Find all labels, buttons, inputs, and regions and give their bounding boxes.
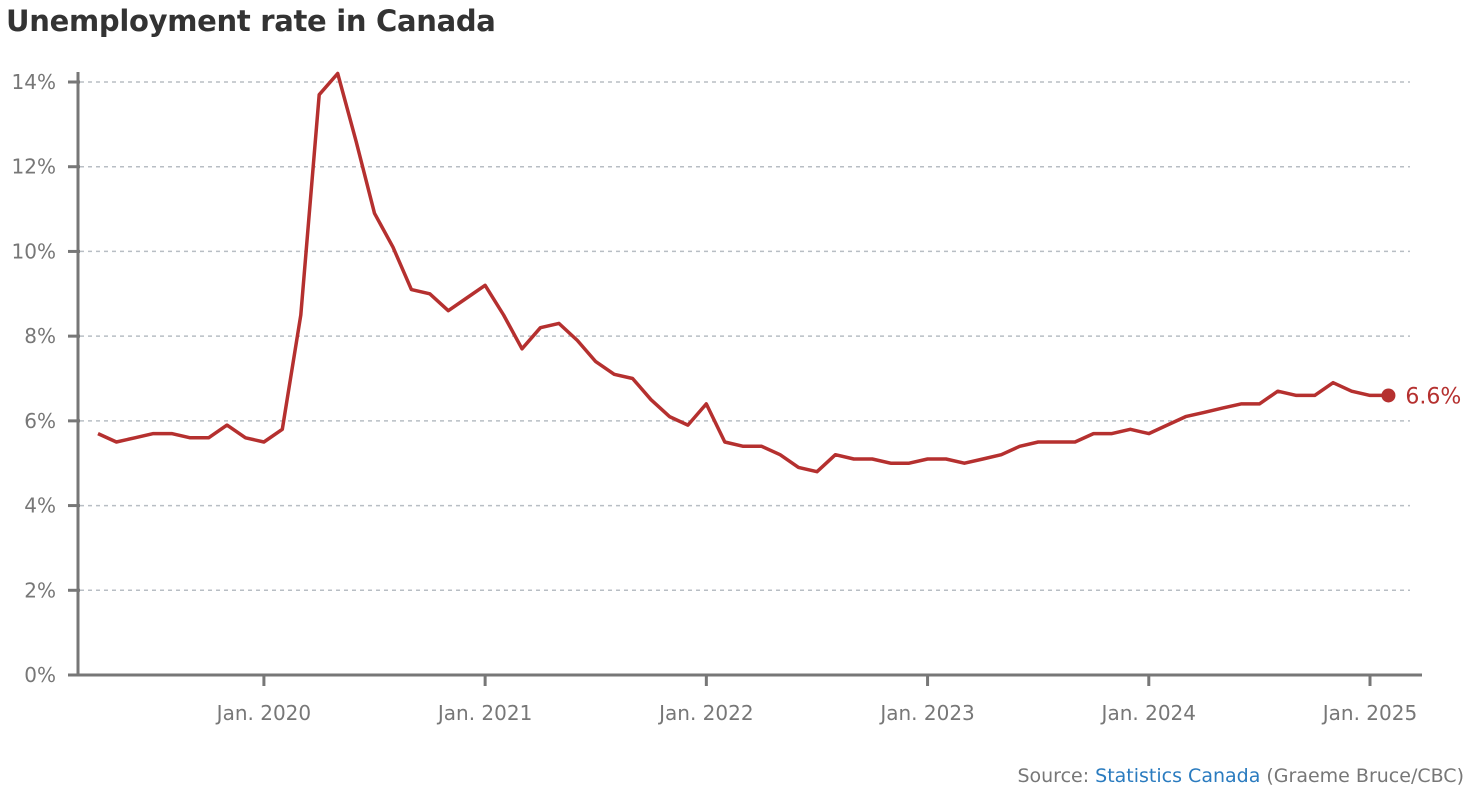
end-value-label: 6.6% [1405,384,1461,409]
y-tick-label: 2% [24,578,56,602]
x-tick-label: Jan. 2020 [215,701,311,725]
y-tick-label: 0% [24,663,56,687]
y-tick-label: 10% [12,239,56,263]
source-credit: Source: Statistics Canada (Graeme Bruce/… [1017,765,1464,787]
y-tick-label: 4% [24,494,56,518]
series-line-unemployment-rate [97,71,1389,474]
y-tick-label: 14% [12,70,56,94]
y-tick-label: 12% [12,155,56,179]
y-tick-label: 6% [24,409,56,433]
source-link[interactable]: Statistics Canada [1095,765,1261,787]
source-suffix: (Graeme Bruce/CBC) [1260,765,1464,787]
chart-title: Unemployment rate in Canada [6,4,496,38]
x-tick-label: Jan. 2024 [1100,701,1196,725]
source-prefix: Source: [1017,765,1096,787]
x-tick-label: Jan. 2025 [1321,701,1417,725]
end-point-marker [1381,388,1396,403]
x-tick-label: Jan. 2022 [657,701,753,725]
x-tick-label: Jan. 2023 [878,701,974,725]
x-tick-label: Jan. 2021 [436,701,532,725]
y-tick-label: 8% [24,324,56,348]
